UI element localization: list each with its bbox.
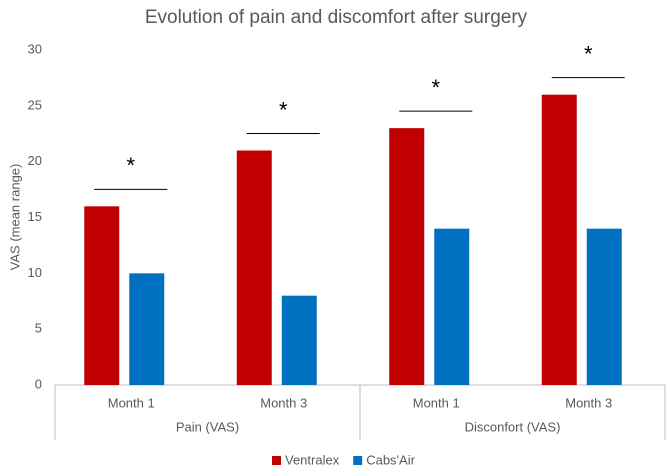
x-tick-label: Month 3 <box>260 395 307 410</box>
bar <box>434 228 470 385</box>
bar <box>129 273 165 385</box>
y-tick-label: 5 <box>35 321 42 336</box>
y-tick-label: 15 <box>28 209 42 224</box>
bar <box>84 206 120 385</box>
y-tick-label: 0 <box>35 376 42 391</box>
y-axis-label: VAS (mean range) <box>7 164 22 271</box>
bar <box>541 94 577 386</box>
x-tick-label: Month 1 <box>108 395 155 410</box>
significance-marker: * <box>431 75 440 100</box>
x-tick-label: Month 1 <box>413 395 460 410</box>
group-label: Disconfort (VAS) <box>465 419 561 434</box>
y-tick-label: 30 <box>28 41 42 56</box>
y-tick-label: 20 <box>28 153 42 168</box>
y-tick-label: 25 <box>28 97 42 112</box>
significance-marker: * <box>279 97 288 122</box>
y-tick-label: 10 <box>28 265 42 280</box>
bar <box>389 128 425 385</box>
bar <box>281 295 317 385</box>
legend-label: Ventralex <box>285 452 340 467</box>
group-label: Pain (VAS) <box>176 419 239 434</box>
legend-swatch <box>272 456 281 465</box>
significance-marker: * <box>126 153 135 178</box>
legend-label: Cabs'Air <box>366 452 415 467</box>
legend-swatch <box>353 456 363 465</box>
chart-title: Evolution of pain and discomfort after s… <box>145 7 528 28</box>
x-tick-label: Month 3 <box>565 395 612 410</box>
significance-marker: * <box>584 41 593 66</box>
bar <box>586 228 622 385</box>
bar <box>236 150 272 385</box>
